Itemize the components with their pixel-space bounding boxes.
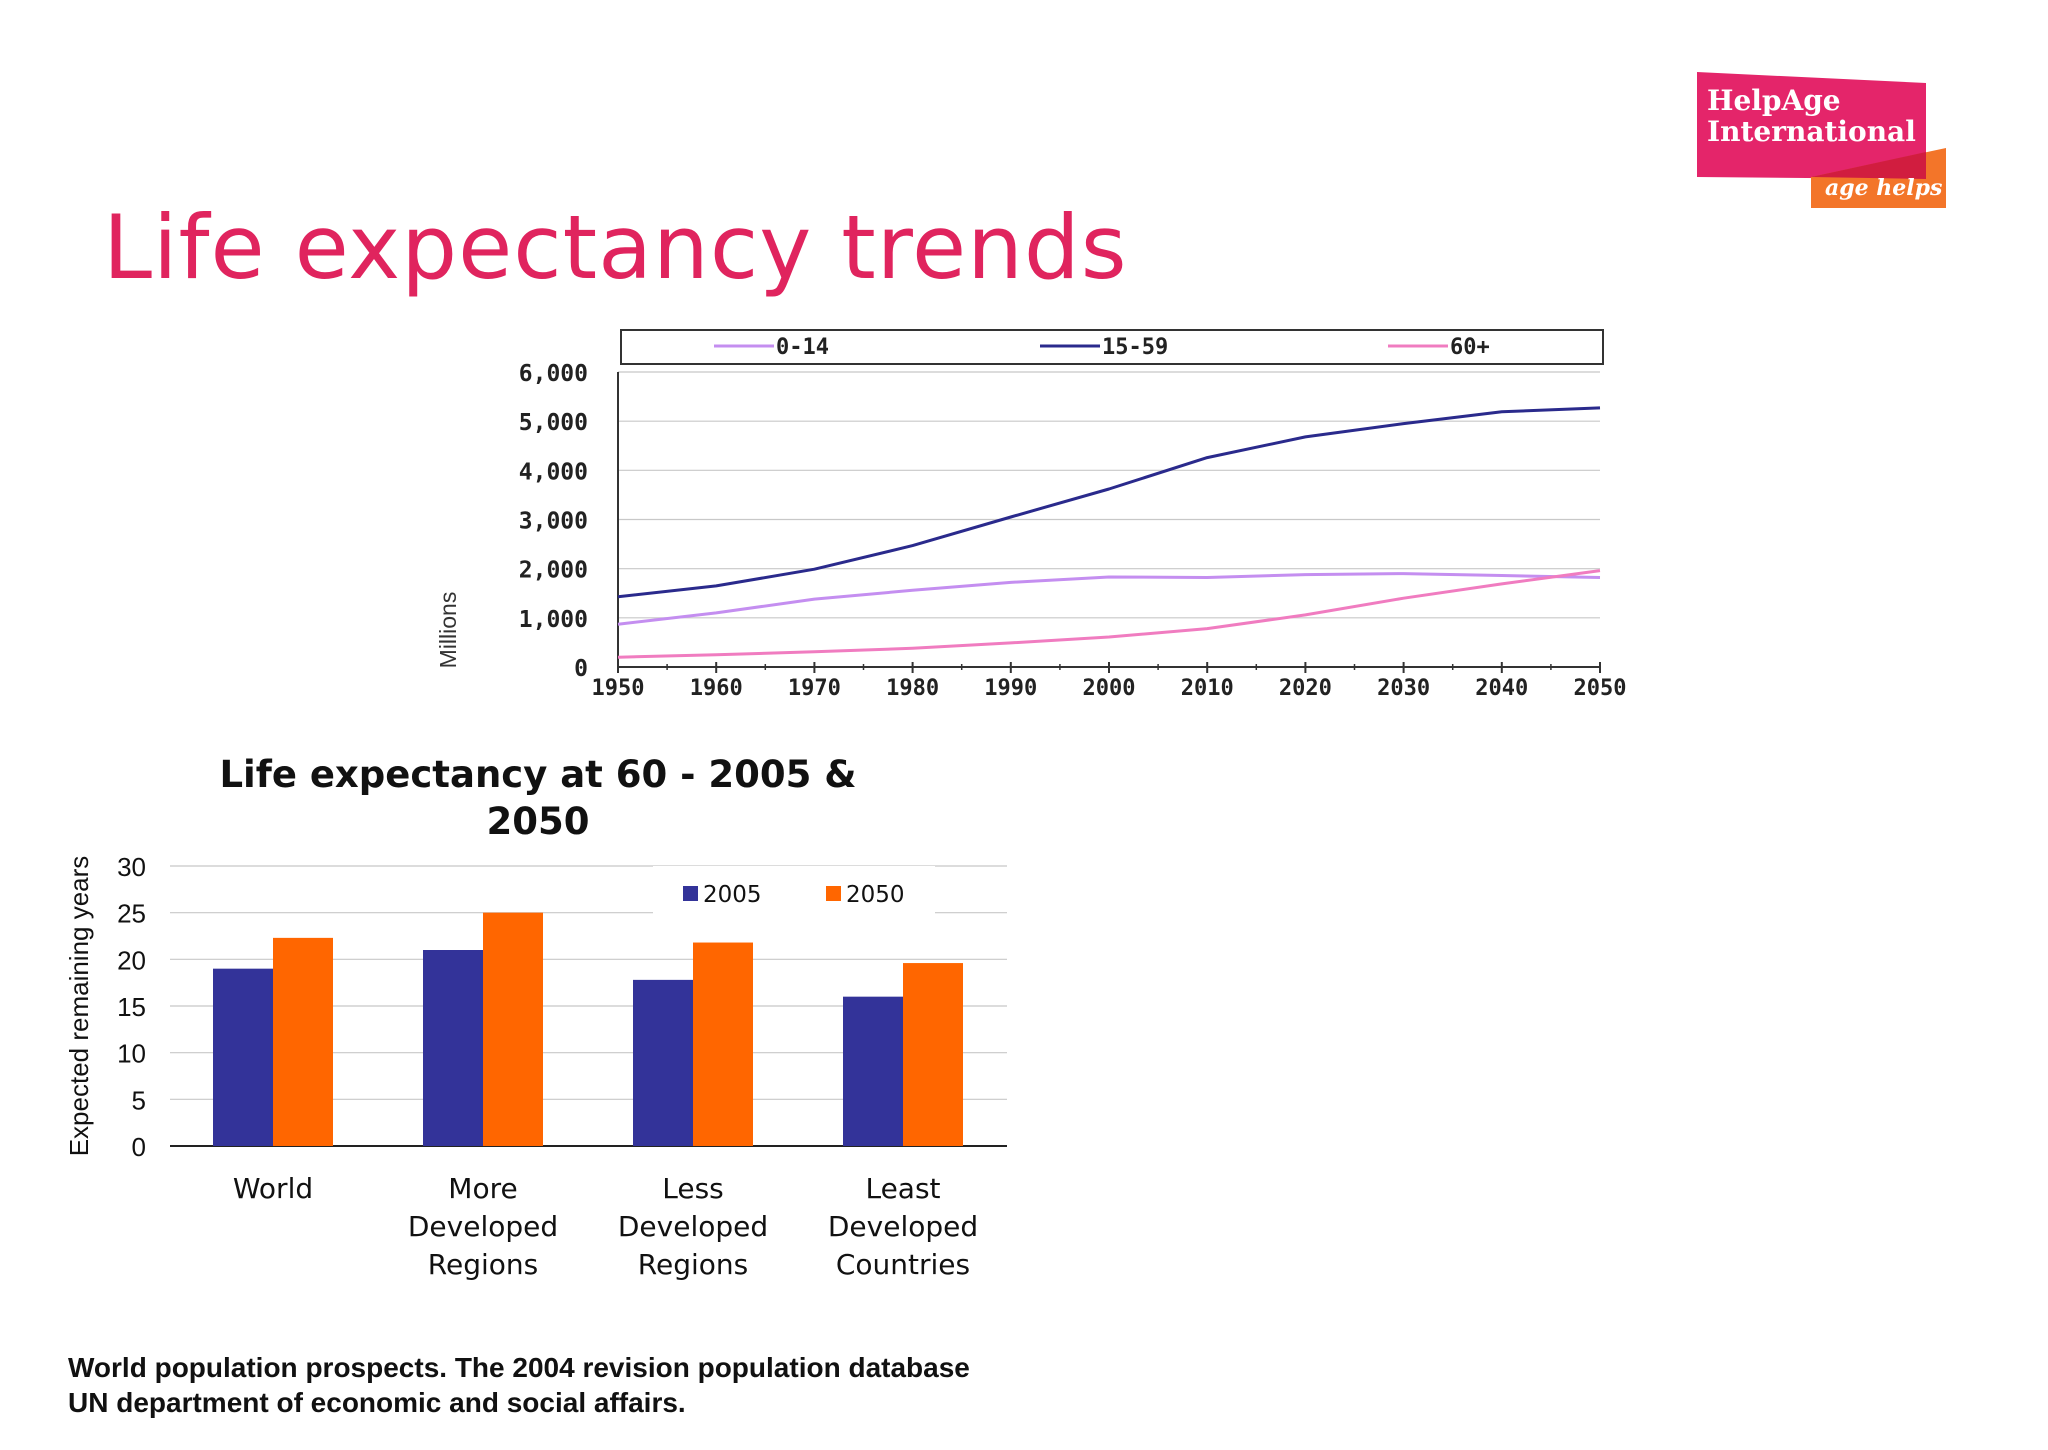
bar-2050 [693, 942, 753, 1146]
bar-2050 [273, 937, 333, 1146]
line-y-tick-label: 3,000 [519, 509, 588, 535]
line-y-axis-title: Millions [435, 592, 461, 669]
line-x-tick-label: 1990 [984, 676, 1037, 701]
bar-category-label: More [448, 1172, 517, 1205]
bar-2005 [423, 950, 483, 1146]
bar-2005 [843, 996, 903, 1146]
bar-legend-label: 2050 [846, 882, 905, 908]
bar-category-label: Developed [408, 1210, 558, 1243]
helpage-logo: HelpAge International age helps [1697, 72, 1946, 208]
bar-y-tick-label: 15 [117, 992, 146, 1022]
line-x-tick-label: 2020 [1279, 676, 1332, 701]
bar-category-label: Regions [638, 1248, 748, 1281]
logo-tagline: age helps [1825, 175, 1942, 201]
source-line-2: UN department of economic and social aff… [68, 1387, 686, 1418]
bar-category-label: Countries [836, 1248, 970, 1281]
bar-category-label: Less [662, 1172, 724, 1205]
bar-category-label: Least [865, 1172, 940, 1205]
source-note: World population prospects. The 2004 rev… [68, 1350, 970, 1420]
line-x-tick-label: 1950 [592, 676, 645, 701]
line-x-tick-label: 1970 [788, 676, 841, 701]
bar-legend-swatch [683, 886, 698, 901]
line-y-tick-label: 2,000 [519, 558, 588, 584]
bar-2050 [903, 963, 963, 1146]
bar-y-axis-title: Expected remaining years [64, 856, 94, 1157]
line-legend-label: 60+ [1450, 335, 1490, 360]
bar-2005 [213, 968, 273, 1146]
line-x-tick-label: 2010 [1181, 676, 1234, 701]
line-x-tick-label: 1960 [690, 676, 743, 701]
bar-category-label: Developed [618, 1210, 768, 1243]
line-y-tick-label: 4,000 [519, 459, 588, 485]
bar-legend-label: 2005 [703, 882, 762, 908]
logo-overlap [1811, 152, 1926, 179]
bar-y-tick-label: 25 [117, 899, 146, 929]
line-legend-label: 0-14 [776, 335, 829, 360]
logo-line1: HelpAge [1707, 84, 1841, 117]
line-y-tick-label: 6,000 [519, 361, 588, 387]
bar-category-label: Developed [828, 1210, 978, 1243]
line-legend-label: 15-59 [1102, 335, 1168, 360]
line-y-tick-label: 0 [574, 656, 588, 682]
bar-legend-box [653, 866, 935, 916]
line-x-tick-label: 2050 [1574, 676, 1627, 701]
bar-2005 [633, 979, 693, 1146]
logo-line2: International [1707, 115, 1916, 148]
bar-category-label: World [233, 1172, 313, 1205]
line-series-60+ [617, 569, 1601, 659]
line-series-0-14 [617, 572, 1601, 626]
bar-chart-title-line-1: Life expectancy at 60 - 2005 & [219, 753, 856, 796]
bar-y-tick-label: 20 [117, 945, 146, 975]
bar-category-label: Regions [428, 1248, 538, 1281]
logo-pink-block [1697, 72, 1926, 179]
line-y-tick-label: 1,000 [519, 607, 588, 633]
slide-title: Life expectancy trends [103, 196, 1128, 299]
line-series-15-59 [617, 406, 1601, 599]
bar-legend-swatch [826, 886, 841, 901]
bar-y-tick-label: 30 [117, 852, 146, 882]
line-x-tick-label: 2040 [1475, 676, 1528, 701]
source-line-1: World population prospects. The 2004 rev… [68, 1352, 970, 1383]
line-x-tick-label: 1980 [886, 676, 939, 701]
bar-y-tick-label: 5 [132, 1085, 146, 1115]
bar-y-tick-label: 0 [132, 1132, 146, 1162]
bar-y-tick-label: 10 [117, 1039, 146, 1069]
line-x-tick-label: 2030 [1377, 676, 1430, 701]
line-x-tick-label: 2000 [1083, 676, 1136, 701]
bar-chart-title-line-2: 2050 [487, 800, 590, 843]
bar-2050 [483, 912, 543, 1146]
line-y-tick-label: 5,000 [519, 410, 588, 436]
